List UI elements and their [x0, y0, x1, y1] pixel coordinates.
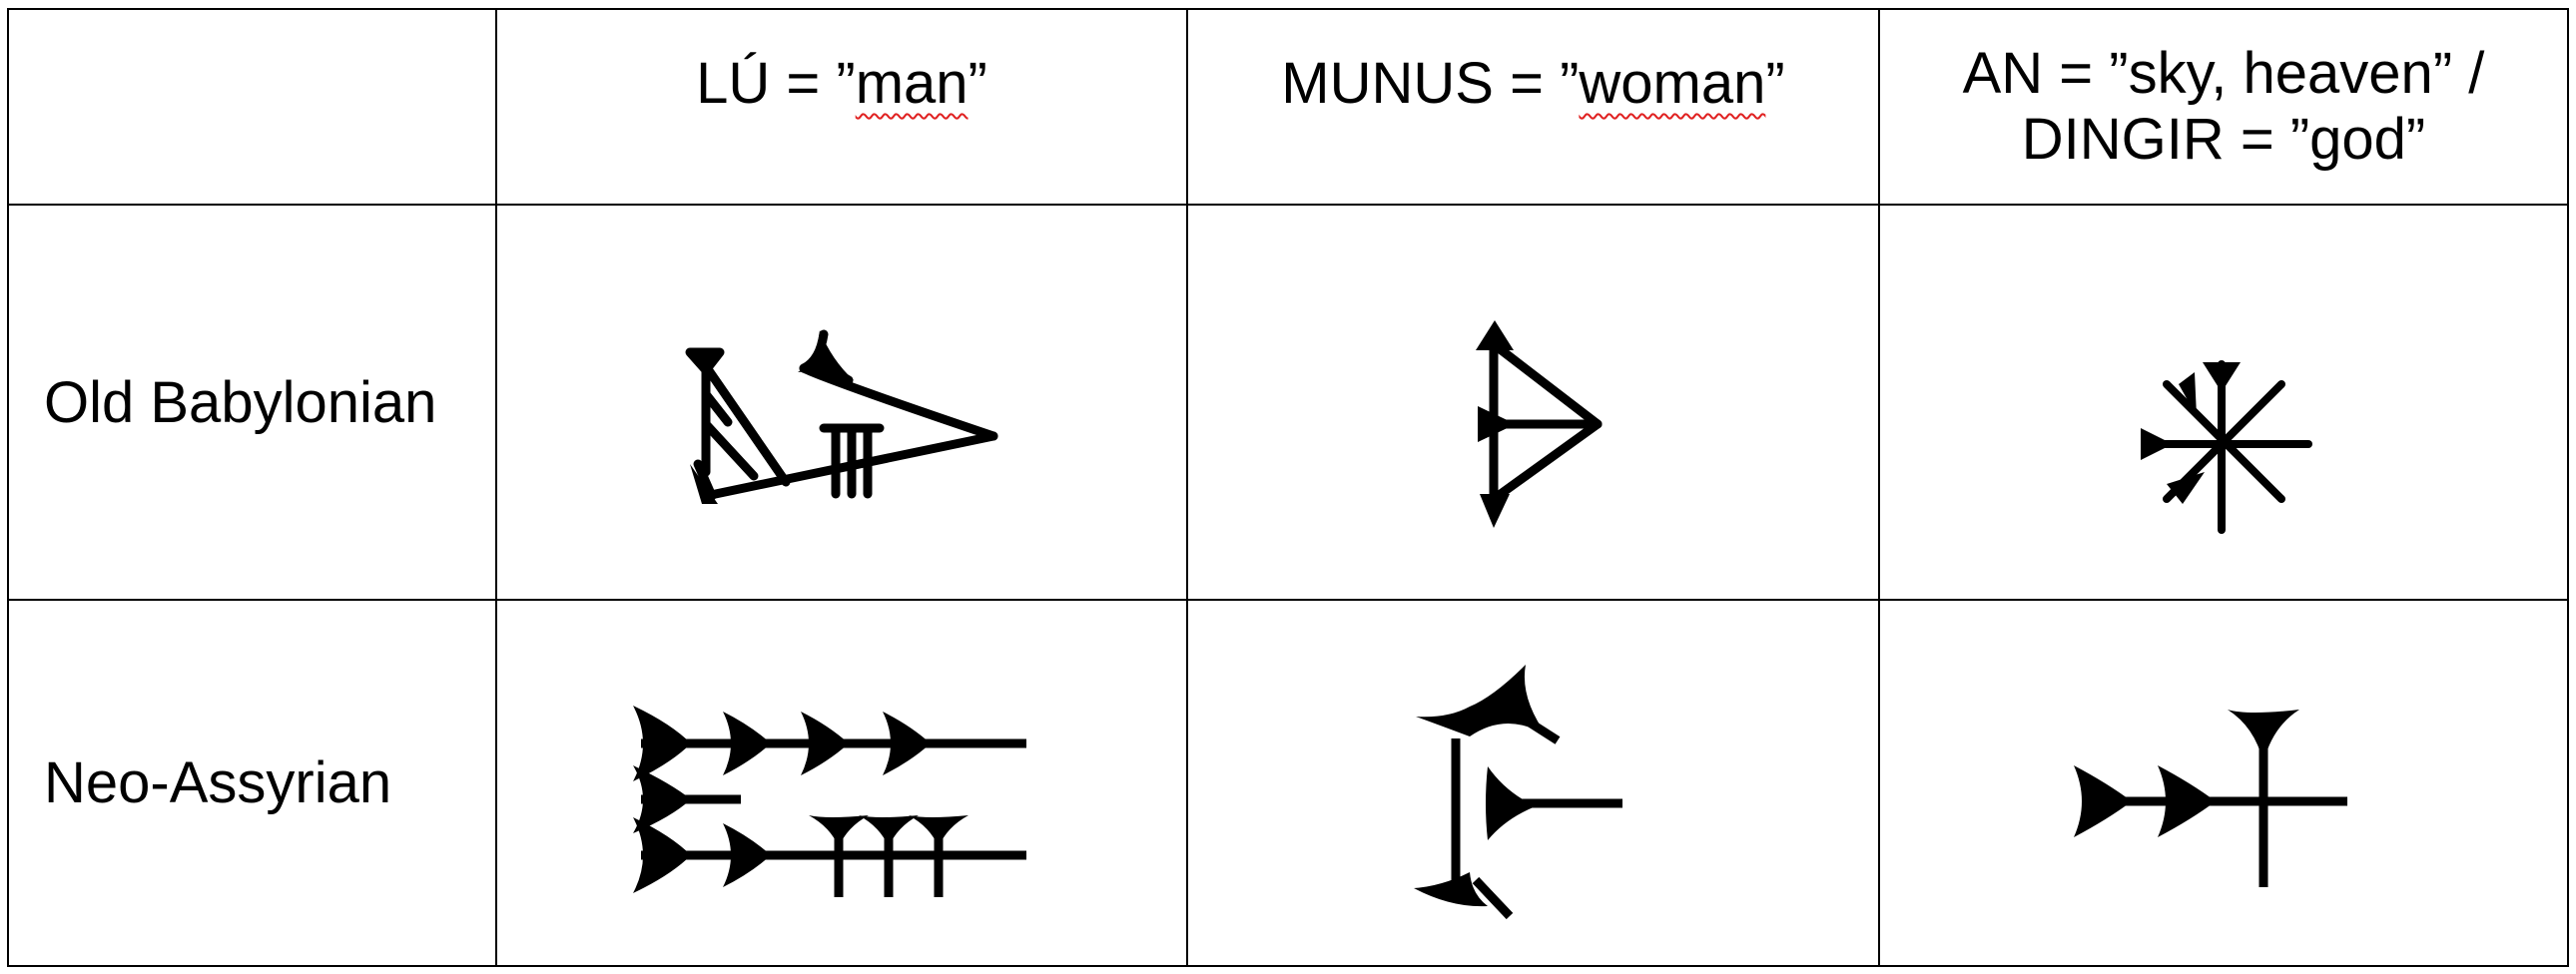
old-babylonian-lu-sign — [685, 329, 998, 504]
open-quote: ” — [1560, 51, 1580, 116]
gloss-word: man — [855, 51, 968, 116]
sign-name: LÚ — [696, 51, 771, 116]
equals-sign: = — [1493, 51, 1561, 116]
close-quote: ” — [1765, 51, 1785, 116]
header-cell-an-dingir: AN = ”sky, heaven” / DINGIR = ”god” — [1879, 9, 2568, 205]
neo-assyrian-an-sign — [2074, 710, 2347, 887]
old-babylonian-an-sign — [2141, 360, 2312, 534]
neo-assyrian-munus-sign — [1414, 665, 1622, 920]
equals-sign: = — [770, 51, 837, 116]
header-cell-munus: MUNUS = ”woman” — [1187, 9, 1879, 159]
sign-name: MUNUS — [1281, 51, 1494, 116]
header-munus-text: MUNUS = ”woman” — [1281, 51, 1784, 117]
close-quote: ” — [967, 51, 987, 116]
table-border — [7, 8, 2569, 967]
header-an-line: AN = ”sky, heaven” / — [1962, 41, 2485, 106]
header-lu-text: LÚ = ”man” — [696, 51, 987, 117]
gloss-word: woman — [1579, 51, 1766, 116]
old-babylonian-munus-sign — [1476, 320, 1603, 528]
header-cell-lu: LÚ = ”man” — [496, 9, 1187, 159]
header-dingir-line: DINGIR = ”god” — [2021, 107, 2426, 172]
neo-assyrian-lu-sign — [633, 706, 1026, 897]
open-quote: ” — [836, 51, 856, 116]
row-label-old-babylonian: Old Babylonian — [44, 369, 437, 435]
header-corner-cell — [8, 9, 496, 205]
row-label-neo-assyrian: Neo-Assyrian — [44, 750, 392, 815]
